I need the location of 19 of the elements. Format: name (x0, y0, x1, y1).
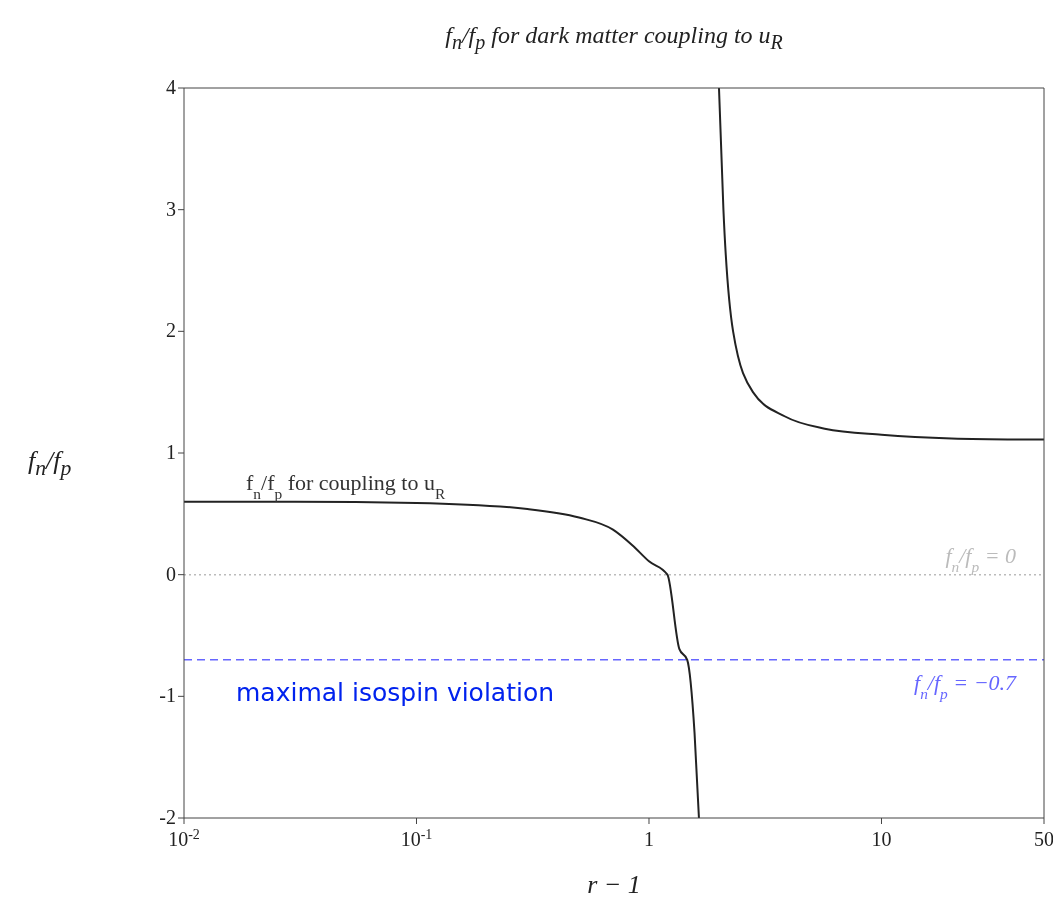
x-tick-label: 1 (643, 828, 654, 850)
y-tick-label: 4 (166, 76, 176, 98)
x-tick-label: 50 (1034, 828, 1054, 850)
x-axis-title: r − 1 (586, 870, 642, 900)
y-axis-title: f$_{n}$/f$_{p}$ (28, 446, 72, 482)
y-tick-label: 2 (166, 319, 176, 342)
y-tick-label: -1 (159, 684, 176, 707)
y-tick-label: -2 (159, 806, 176, 828)
ref-line-label: f$_{n}$/f$_{p}$ = 0 (945, 542, 1016, 575)
series-label: f$_{n}$/f$_{p}$ for coupling to u$_{R}$ (246, 469, 446, 502)
annotation: maximal isospin violation (236, 678, 555, 707)
x-tick-label: 10$^{-1}$ (400, 826, 433, 850)
y-tick-label: 3 (166, 197, 176, 220)
chart-title: f$_{n}$/f$_{p}$ for dark matter coupling to u$_{R}$ (444, 22, 784, 54)
ref-line-label: f$_{n}$/f$_{p}$ = −0.7 (914, 669, 1017, 702)
y-tick-label: 0 (166, 562, 176, 585)
x-tick-label: 10 (871, 828, 892, 850)
x-tick-label: 10$^{-2}$ (168, 826, 200, 850)
y-tick-label: 1 (166, 441, 176, 463)
